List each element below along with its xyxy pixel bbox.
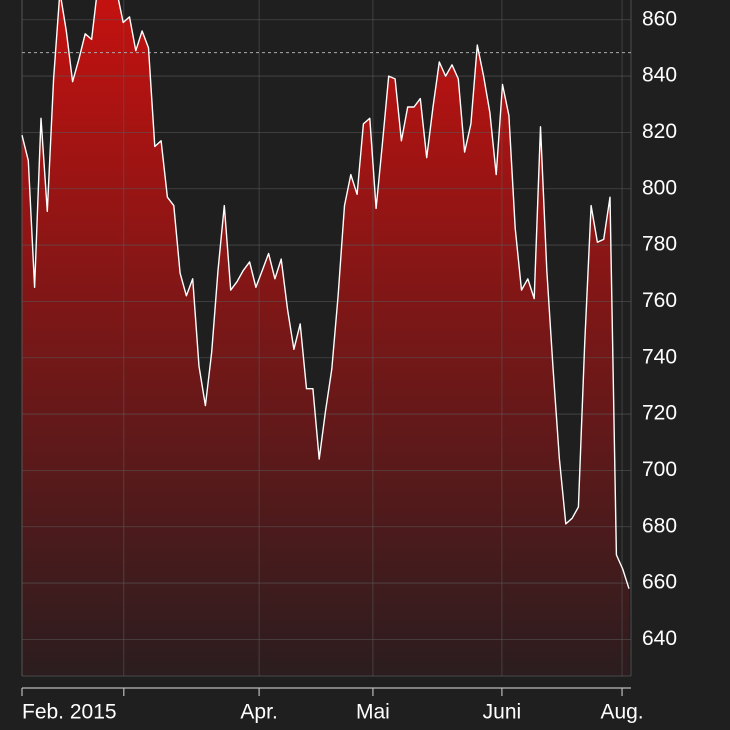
y-tick-label: 840 bbox=[642, 64, 677, 87]
y-tick-label: 680 bbox=[642, 514, 677, 537]
area bbox=[22, 0, 629, 676]
y-tick-label: 800 bbox=[642, 176, 677, 199]
y-tick-label: 720 bbox=[642, 402, 677, 425]
x-tick-label: Mai bbox=[356, 701, 390, 724]
x-tick-label: Feb. 2015 bbox=[22, 701, 117, 724]
y-tick-label: 700 bbox=[642, 458, 677, 481]
line bbox=[21, 0, 630, 589]
y-tick-label: 820 bbox=[642, 120, 677, 143]
y-tick-label: 740 bbox=[642, 345, 677, 368]
y-tick-label: 760 bbox=[642, 289, 677, 312]
y-tick-label: 860 bbox=[642, 7, 677, 30]
x-tick-label: Juni bbox=[483, 701, 522, 724]
y-tick-label: 640 bbox=[642, 627, 677, 650]
x-tick-label: Apr. bbox=[240, 701, 277, 724]
y-tick-label: 660 bbox=[642, 571, 677, 594]
x-tick-label: Aug. bbox=[600, 701, 643, 724]
y-tick-label: 780 bbox=[642, 233, 677, 256]
